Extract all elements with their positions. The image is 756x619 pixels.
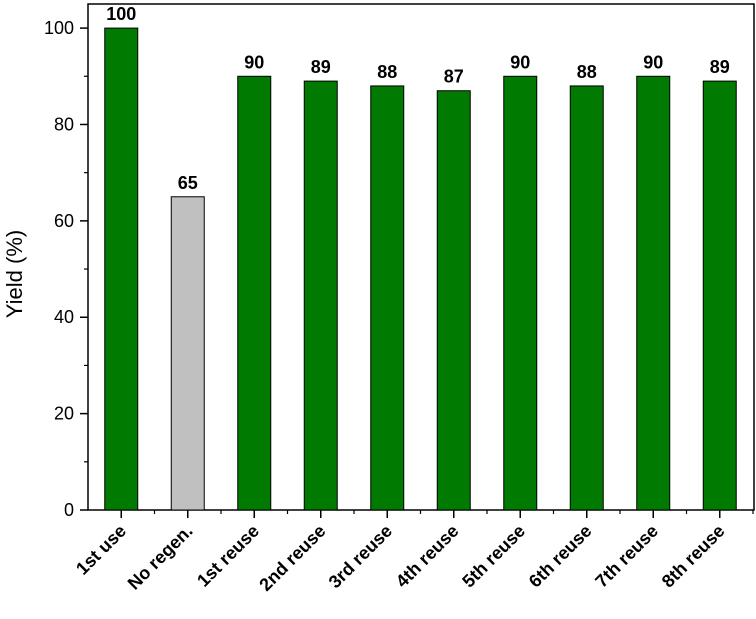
bar-value-label: 90	[510, 52, 530, 72]
bar-value-label: 88	[577, 62, 597, 82]
bar-value-label: 89	[710, 57, 730, 77]
bar-value-label: 88	[377, 62, 397, 82]
bar	[303, 80, 338, 511]
x-tick-label: 5th reuse	[458, 521, 529, 592]
y-tick-label: 0	[64, 500, 74, 520]
x-tick-label: 6th reuse	[525, 521, 596, 592]
bar	[370, 85, 405, 511]
bar	[702, 80, 737, 511]
bar	[503, 75, 538, 511]
x-tick-label: 3rd reuse	[325, 521, 396, 592]
x-tick-label: 7th reuse	[591, 521, 662, 592]
bar-value-label: 89	[311, 57, 331, 77]
y-tick-label: 20	[54, 404, 74, 424]
x-tick-label: No regen.	[124, 521, 197, 594]
bar	[436, 90, 471, 511]
bar-value-label: 90	[643, 52, 663, 72]
bar-value-label: 87	[444, 67, 464, 87]
bar-value-label: 65	[178, 173, 198, 193]
y-tick-label: 100	[44, 18, 74, 38]
bars-group	[104, 27, 737, 511]
bar	[569, 85, 604, 511]
x-tick-label: 2nd reuse	[255, 521, 329, 595]
x-tick-label: 4th reuse	[392, 521, 463, 592]
y-axis: 0 20 40 60 80 100	[44, 18, 88, 520]
bar-value-label: 90	[244, 52, 264, 72]
x-tick-label: 1st reuse	[193, 521, 263, 591]
x-tick-label: 8th reuse	[658, 521, 729, 592]
y-tick-label: 60	[54, 211, 74, 231]
bar-value-label: 100	[106, 4, 136, 24]
x-tick-label: 1st use	[72, 521, 130, 579]
bar	[237, 75, 272, 511]
bar	[636, 75, 671, 511]
bar	[104, 27, 139, 511]
y-axis-title: Yield (%)	[2, 230, 27, 318]
y-tick-label: 40	[54, 307, 74, 327]
bar	[170, 196, 205, 511]
data-labels-group: 100 65 90 89 88 87 90 88 90 89	[106, 4, 730, 193]
y-tick-label: 80	[54, 114, 74, 134]
